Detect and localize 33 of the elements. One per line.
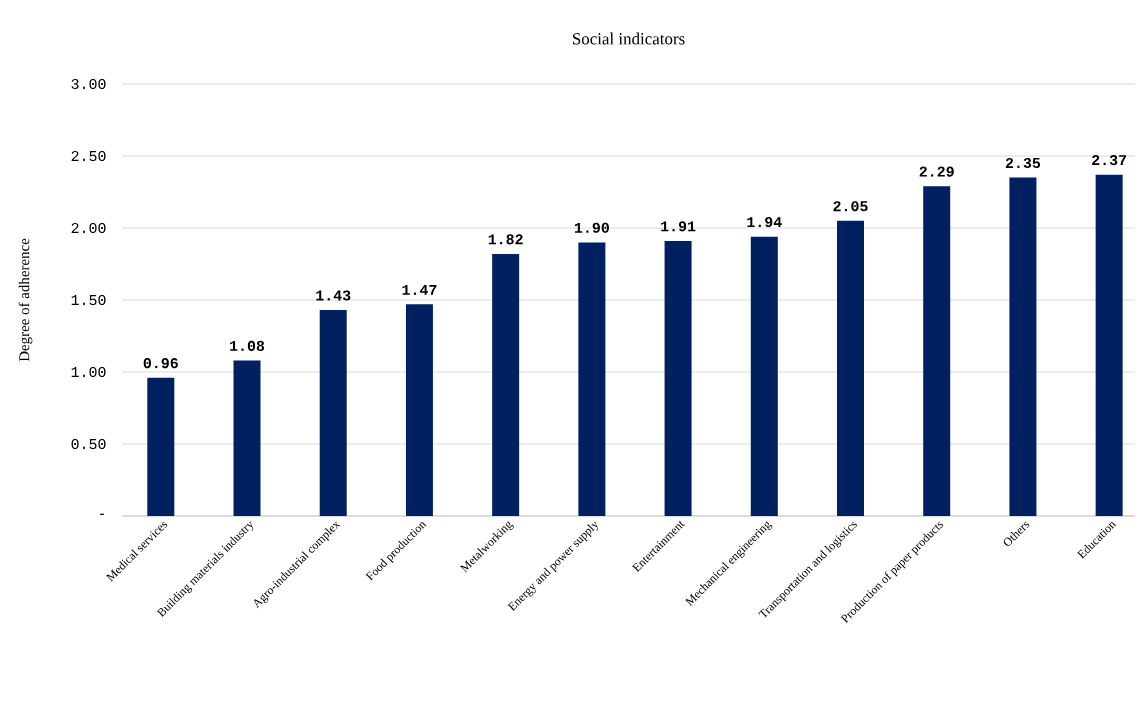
bar <box>492 253 520 516</box>
y-tick-label: 2.00 <box>71 222 106 234</box>
bar <box>233 360 261 516</box>
data-label: 2.37 <box>1092 155 1127 166</box>
bar <box>664 240 692 516</box>
data-label: 1.94 <box>747 216 782 228</box>
data-label: 2.29 <box>919 166 954 177</box>
data-label: 0.96 <box>143 358 178 369</box>
bar <box>1095 174 1123 516</box>
y-tick-label: 2.50 <box>71 150 106 162</box>
bar <box>147 377 175 516</box>
data-label: 1.08 <box>230 340 265 351</box>
bar <box>1009 177 1037 516</box>
y-tick-label: 0.50 <box>71 438 106 450</box>
bar <box>405 304 433 516</box>
data-label: 2.05 <box>833 201 868 212</box>
y-tick-label: 1.50 <box>71 294 106 306</box>
y-axis-title: Degree of adherence <box>18 238 33 362</box>
y-tick-label: - <box>99 513 105 515</box>
chart-title: Social indicators <box>572 32 685 45</box>
bar <box>319 310 347 516</box>
bar <box>923 186 951 516</box>
data-label: 1.47 <box>402 284 437 295</box>
data-label: 1.43 <box>316 290 351 301</box>
bar <box>578 242 606 516</box>
data-label: 2.35 <box>1005 157 1041 169</box>
bar <box>837 220 864 516</box>
y-tick-label: 1.00 <box>71 366 106 378</box>
bar <box>750 236 778 516</box>
data-label: 1.91 <box>661 221 696 232</box>
data-label: 1.82 <box>488 234 523 245</box>
y-tick-label: 3.00 <box>71 78 106 90</box>
data-label: 1.90 <box>574 222 609 233</box>
